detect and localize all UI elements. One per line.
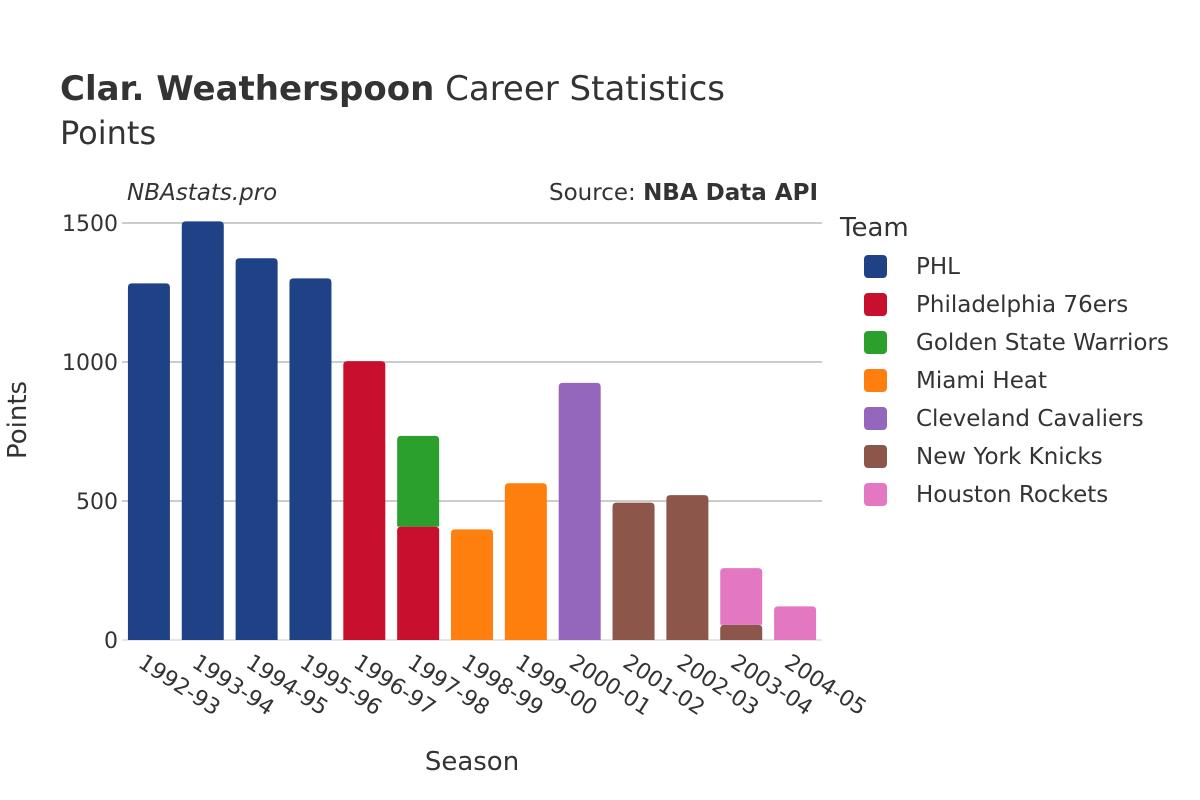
legend-swatch [864,293,887,316]
watermark: NBAstats.pro [127,180,277,206]
source-label: Source: [549,180,643,206]
x-axis-label: Season [425,747,519,777]
y-tick-labels: 0 500 1000 1500 [62,212,118,654]
bar-new-york-knicks-2003-04 [720,624,763,640]
chart-title: Clar. Weatherspoon Career Statistics [60,69,725,109]
bar-philadelphia-76ers-1996-97 [343,361,386,640]
y-tick-label: 1500 [62,212,118,237]
legend-label: Cleveland Cavaliers [916,406,1144,432]
legend-swatch [864,407,887,430]
legend-swatch [864,369,887,392]
legend-label: PHL [916,254,960,280]
bars [127,221,817,640]
source-text: Source: NBA Data API [549,180,818,206]
legend-label: New York Knicks [916,444,1103,470]
bar-phl-1994-95 [235,258,278,640]
chart-subtitle: Points [60,114,156,152]
bar-new-york-knicks-2002-03 [666,495,709,640]
bar-golden-state-warriors-1997-98 [397,435,440,527]
legend-label: Philadelphia 76ers [916,292,1128,318]
chart-title-bold: Clar. Weatherspoon [60,69,434,109]
legend-swatch [864,331,887,354]
bar-miami-heat-1999-00 [504,483,547,640]
bar-phl-1995-96 [289,278,332,640]
y-axis-label: Points [3,381,33,459]
chart-title-rest: Career Statistics [445,69,725,109]
bar-miami-heat-1998-99 [451,529,493,640]
bar-phl-1993-94 [181,221,224,640]
legend-label: Houston Rockets [916,482,1108,508]
bar-houston-rockets-2003-04 [720,568,763,625]
y-tick-label: 1000 [62,351,118,376]
y-tick-label: 500 [76,490,118,515]
legend: Team PHL Philadelphia 76ers Golden State W… [839,213,1169,508]
bar-philadelphia-76ers-1997-98 [397,526,440,640]
legend-label: Golden State Warriors [916,330,1169,356]
legend-title: Team [839,213,909,243]
legend-swatch [864,483,887,506]
legend-label: Miami Heat [916,368,1047,394]
bar-cleveland-cavaliers-2000-01 [558,382,601,640]
bar-houston-rockets-2004-05 [774,606,817,640]
source-name: NBA Data API [643,180,818,206]
bar-phl-1992-93 [127,283,170,640]
legend-swatch [864,255,887,278]
bar-new-york-knicks-2001-02 [612,502,655,640]
y-tick-label: 0 [104,629,118,654]
x-tick-labels: 1992-931993-941994-951995-961996-971997-… [134,650,871,721]
legend-swatch [864,445,887,468]
